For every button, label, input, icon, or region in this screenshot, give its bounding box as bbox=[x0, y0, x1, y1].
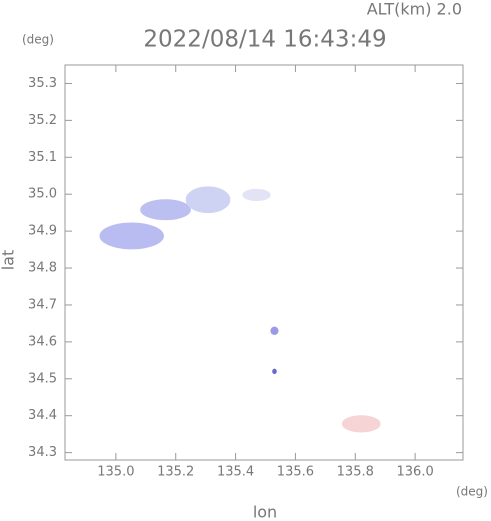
echo bbox=[341, 415, 381, 433]
y-tick-label: 34.4 bbox=[28, 408, 57, 423]
y-tick-label: 34.6 bbox=[28, 334, 57, 349]
echo bbox=[272, 368, 277, 375]
y-tick-label: 34.7 bbox=[28, 297, 57, 312]
x-tick-label: 135.6 bbox=[277, 465, 314, 480]
echo bbox=[270, 326, 279, 335]
y-tick-label: 34.3 bbox=[28, 445, 57, 460]
y-axis-label: lat bbox=[0, 250, 18, 271]
y-unit: (deg) bbox=[22, 33, 54, 47]
echo bbox=[242, 188, 271, 201]
x-tick-label: 135.8 bbox=[337, 465, 374, 480]
echo bbox=[99, 222, 164, 250]
y-tick-label: 34.5 bbox=[28, 371, 57, 386]
y-tick-label: 35.3 bbox=[28, 76, 57, 91]
y-tick-label: 35.1 bbox=[28, 150, 57, 165]
echo bbox=[140, 199, 191, 221]
y-tick-label: 34.8 bbox=[28, 261, 57, 276]
echo bbox=[185, 186, 231, 214]
y-tick-label: 35.2 bbox=[28, 113, 57, 128]
y-tick-label: 34.9 bbox=[28, 224, 57, 239]
y-tick-label: 35.0 bbox=[28, 187, 57, 202]
plot-frame bbox=[64, 64, 464, 461]
x-tick-label: 136.0 bbox=[397, 465, 434, 480]
x-tick-label: 135.4 bbox=[217, 465, 254, 480]
x-axis-label: lon bbox=[253, 503, 277, 521]
x-tick-label: 135.2 bbox=[157, 465, 194, 480]
chart-title: 2022/08/14 16:43:49 bbox=[143, 27, 386, 53]
chart-subtitle: ALT(km) 2.0 bbox=[367, 0, 462, 19]
x-unit: (deg) bbox=[456, 485, 488, 499]
x-tick-label: 135.0 bbox=[97, 465, 134, 480]
